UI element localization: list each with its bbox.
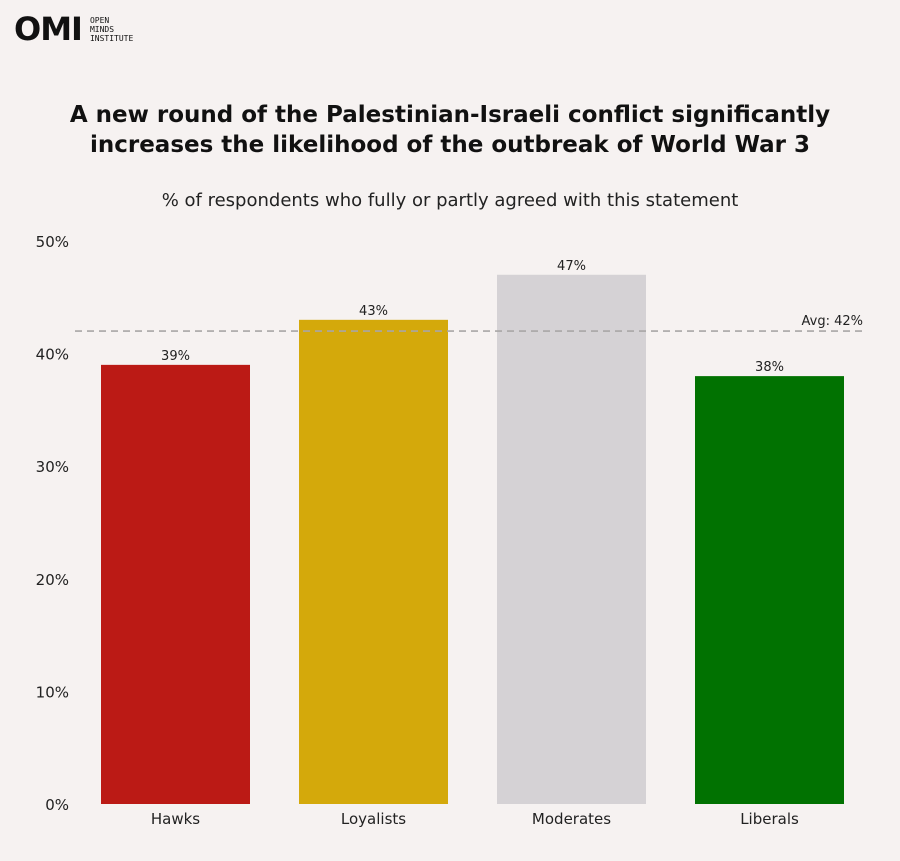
chart-title-line: increases the likelihood of the outbreak…	[89, 132, 811, 158]
bar-moderates	[497, 274, 646, 804]
logo-line: INSTITUTE	[89, 33, 134, 43]
data-label: 38%	[755, 360, 784, 375]
chart-subtitle: % of respondents who fully or partly agr…	[161, 190, 739, 211]
average-label: Avg: 42%	[802, 314, 863, 329]
y-tick-label: 20%	[36, 571, 69, 589]
logo: OMI OPEN MINDS INSTITUTE	[14, 12, 133, 46]
logo-text: OPEN MINDS INSTITUTE	[90, 16, 133, 43]
logo-line: OPEN	[89, 15, 110, 25]
x-tick-label: Hawks	[151, 810, 200, 828]
bar-hawks	[101, 364, 250, 804]
y-tick-label: 0%	[45, 796, 69, 814]
y-tick-label: 50%	[36, 233, 69, 251]
y-tick-label: 40%	[36, 346, 69, 364]
chart-title: A new round of the Palestinian-Israeli c…	[0, 100, 900, 160]
chart-title-line: A new round of the Palestinian-Israeli c…	[69, 102, 831, 128]
data-label: 43%	[359, 304, 388, 319]
bar-liberals	[695, 376, 844, 804]
data-label: 39%	[161, 349, 190, 364]
x-tick-label: Liberals	[740, 810, 799, 828]
y-tick-label: 10%	[36, 683, 69, 701]
x-tick-label: Loyalists	[341, 810, 406, 828]
x-tick-label: Moderates	[532, 810, 611, 828]
data-label: 47%	[557, 259, 586, 274]
bar-loyalists	[299, 319, 448, 804]
logo-line: MINDS	[89, 24, 115, 34]
y-tick-label: 30%	[36, 458, 69, 476]
logo-mark: OMI	[14, 10, 83, 48]
